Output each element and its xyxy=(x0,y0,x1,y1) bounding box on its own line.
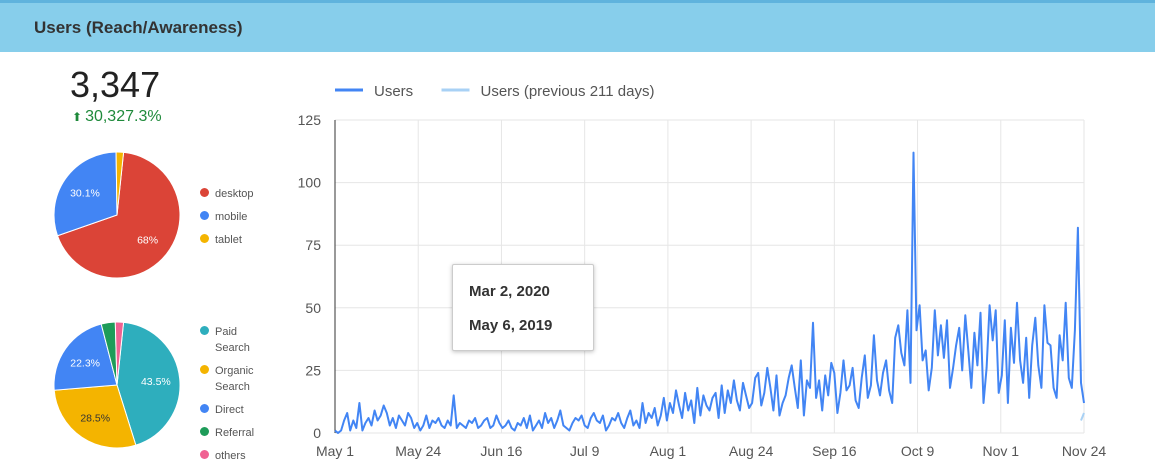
x-tick-label: Nov 1 xyxy=(982,443,1019,459)
legend-dot xyxy=(200,211,209,220)
chart-tooltip: Mar 2, 2020 May 6, 2019 xyxy=(452,264,594,351)
pie-slice-label: 30.1% xyxy=(70,188,100,200)
x-tick-label: May 24 xyxy=(395,443,441,459)
legend-dot xyxy=(200,365,209,374)
series-line-users-previous[interactable] xyxy=(1080,412,1085,421)
pie-slice-label: 28.5% xyxy=(80,412,110,424)
y-tick-label: 50 xyxy=(305,300,321,316)
arrow-up-icon: ⬆ xyxy=(72,110,83,124)
legend-label: mobile xyxy=(215,211,248,223)
legend-label: Paid Search xyxy=(215,326,250,354)
series-line-users[interactable] xyxy=(334,151,1085,434)
legend-item-direct[interactable]: Direct xyxy=(200,402,267,418)
legend-dot xyxy=(200,427,209,436)
channel-pie-svg: 43.5% 28.5% 22.3% xyxy=(53,321,181,449)
device-pie-legend: desktop mobile tablet xyxy=(200,186,267,255)
channel-pie-chart[interactable]: 43.5% 28.5% 22.3% xyxy=(52,320,182,455)
legend-label: others xyxy=(215,450,246,462)
tooltip-date-previous: May 6, 2019 xyxy=(469,317,553,334)
y-tick-label: 0 xyxy=(313,425,321,441)
pie-slice-label: 68% xyxy=(137,234,158,246)
users-scorecard-value: 3,347 xyxy=(70,64,161,105)
legend-label: Users (previous 211 days) xyxy=(481,83,655,100)
pie-slice-label: 43.5% xyxy=(141,376,171,388)
pie-slice-others[interactable] xyxy=(114,321,125,386)
legend-label: Users xyxy=(374,83,413,100)
legend-dot xyxy=(200,234,209,243)
legend-item-others[interactable]: others xyxy=(200,448,267,464)
channel-pie-legend: Paid Search Organic Search Direct Referral o… xyxy=(200,324,267,471)
x-tick-label: Aug 1 xyxy=(650,443,687,459)
x-tick-label: Jun 16 xyxy=(480,443,522,459)
pie-slice-desktop[interactable] xyxy=(56,151,181,279)
device-pie-svg: 68% 30.1% xyxy=(53,151,181,279)
pie-slice-tablet[interactable] xyxy=(115,151,125,216)
legend-label: desktop xyxy=(215,188,254,200)
y-tick-label: 25 xyxy=(305,362,321,378)
legend-item-organic-search[interactable]: Organic Search xyxy=(200,363,267,395)
section-title: Users (Reach/Awareness) xyxy=(34,18,243,37)
legend-label: Direct xyxy=(215,404,244,416)
y-tick-label: 125 xyxy=(298,112,322,128)
legend-item-mobile[interactable]: mobile xyxy=(200,209,267,225)
legend-dot xyxy=(200,188,209,197)
x-tick-label: Oct 9 xyxy=(901,443,935,459)
users-time-series-chart[interactable]: Users Users (previous 211 days) 0 25 50 75 100… xyxy=(280,70,1120,470)
legend-label: Referral xyxy=(215,427,255,439)
y-tick-label: 75 xyxy=(305,237,321,253)
device-pie-chart[interactable]: 68% 30.1% xyxy=(52,150,182,285)
legend-dot xyxy=(200,450,209,459)
pie-slice-paid-search[interactable] xyxy=(116,321,181,446)
legend-label: Organic Search xyxy=(215,365,254,393)
x-tick-label: May 1 xyxy=(316,443,354,459)
legend-dot xyxy=(200,326,209,335)
y-tick-label: 100 xyxy=(298,175,322,191)
chart-legend-item-1[interactable]: Users (previous 211 days) xyxy=(441,83,655,100)
legend-item-tablet[interactable]: tablet xyxy=(200,232,267,248)
legend-label: tablet xyxy=(215,234,242,246)
legend-item-desktop[interactable]: desktop xyxy=(200,186,267,202)
tooltip-date-current: Mar 2, 2020 xyxy=(469,283,550,300)
x-tick-label: Sep 16 xyxy=(812,443,857,459)
x-tick-label: Jul 9 xyxy=(570,443,600,459)
users-scorecard-delta: ⬆ 30,327.3% xyxy=(72,108,162,126)
chart-legend-item-0[interactable]: Users xyxy=(335,83,413,100)
legend-dot xyxy=(200,404,209,413)
legend-item-paid-search[interactable]: Paid Search xyxy=(200,324,267,356)
delta-value: 30,327.3% xyxy=(85,108,162,125)
pie-slice-mobile[interactable] xyxy=(53,151,118,237)
x-tick-label: Aug 24 xyxy=(729,443,774,459)
section-header: Users (Reach/Awareness) xyxy=(0,0,1155,52)
pie-slice-label: 22.3% xyxy=(70,357,100,369)
legend-item-referral[interactable]: Referral xyxy=(200,425,267,441)
x-tick-label: Nov 24 xyxy=(1062,443,1107,459)
pie-slice-organic-search[interactable] xyxy=(53,384,137,449)
pie-slice-direct[interactable] xyxy=(53,323,118,391)
